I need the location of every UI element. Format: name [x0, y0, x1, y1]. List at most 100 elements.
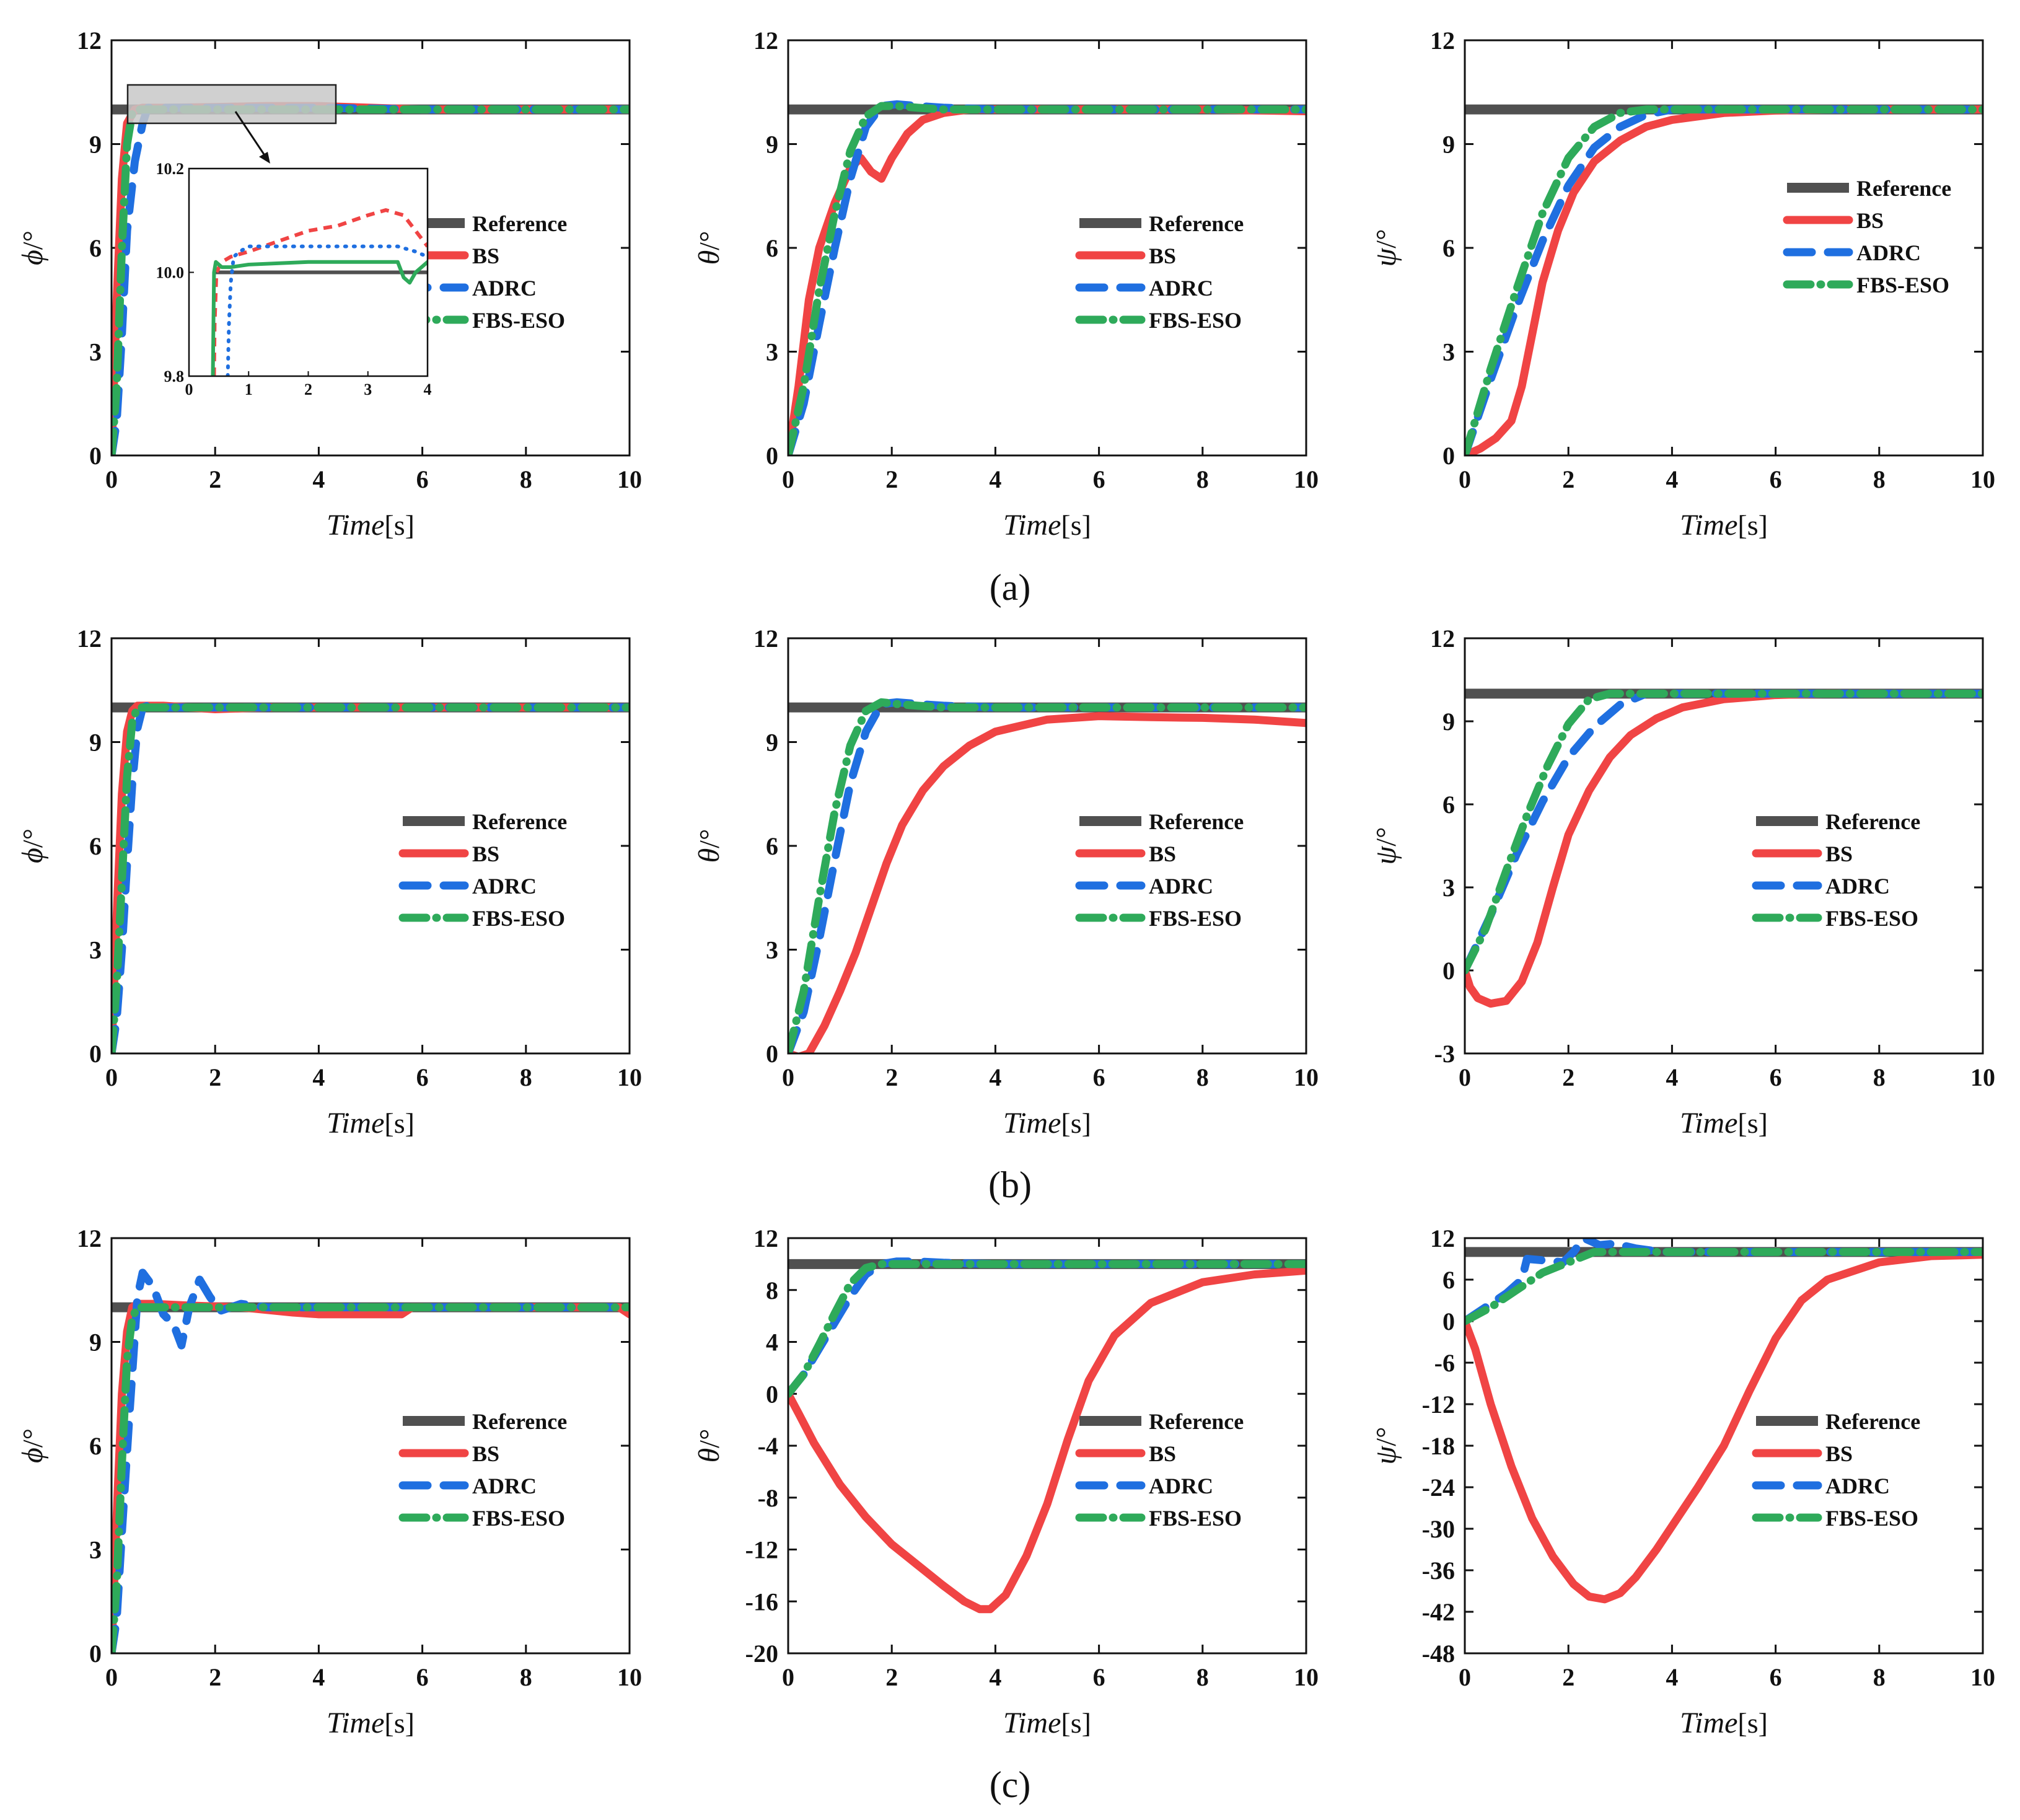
b-theta-y-tick-label-6: 6: [766, 832, 778, 860]
b-psi-legend-label-adrc: ADRC: [1825, 874, 1890, 899]
a-theta-legend-label-reference: Reference: [1149, 211, 1244, 236]
a-psi-x-tick-label-10: 10: [1970, 465, 1995, 493]
c-theta-y-axis-label: θ/°: [693, 1429, 726, 1463]
b-theta-y-axis-label: θ/°: [693, 829, 726, 863]
a-phi-y-tick-label-12: 12: [77, 27, 102, 55]
b-phi-x-tick-label-10: 10: [617, 1063, 642, 1091]
a-phi-legend-label-adrc: ADRC: [472, 276, 537, 301]
chart-a-psi: 0 2 4 6 8 10 0 3 6 9 12 Time[s] ψ/° Reference BS ADRC FB…: [1369, 27, 1995, 542]
c-psi-legend-label-bs: BS: [1825, 1441, 1853, 1466]
a-phi-inset-x-tick-label-3: 3: [364, 380, 372, 398]
a-psi-y-tick-label-6: 6: [1443, 234, 1455, 262]
a-psi-x-tick-label-0: 0: [1459, 465, 1471, 493]
a-psi-y-tick-label-9: 9: [1443, 131, 1455, 159]
c-theta-y-tick-label-8: 8: [766, 1277, 778, 1304]
c-psi-x-tick-label-4: 4: [1666, 1663, 1678, 1691]
panel-captions: (a) (b) (c): [988, 567, 1032, 1805]
c-theta-x-tick-label-4: 4: [989, 1663, 1001, 1691]
c-phi-ticks: 0 2 4 6 8 10 0 3 6 9 12: [77, 1224, 642, 1691]
c-phi-series: [112, 1268, 630, 1653]
a-psi-y-tick-label-0: 0: [1443, 442, 1455, 470]
a-theta-y-tick-label-0: 0: [766, 442, 778, 470]
b-psi-y-tick-label-6: 6: [1443, 791, 1455, 819]
a-phi-inset-x-tick-label-2: 2: [304, 380, 312, 398]
a-phi-y-tick-label-3: 3: [89, 338, 102, 366]
b-phi-legend-label-adrc: ADRC: [472, 874, 537, 899]
a-phi-zoom-box: [126, 84, 337, 125]
b-psi-line-bs: [1465, 689, 1983, 1008]
b-phi-y-axis-label: ϕ/°: [16, 829, 49, 863]
a-phi-x-axis-label: Time[s]: [327, 509, 415, 542]
a-psi-y-axis-label: ψ/°: [1369, 229, 1402, 267]
b-theta-legend-label-adrc: ADRC: [1149, 874, 1213, 899]
a-phi-x-tick-label-10: 10: [617, 465, 642, 493]
b-phi-line-fbs-eso: [112, 703, 630, 1053]
c-phi-x-tick-label-10: 10: [617, 1663, 642, 1691]
c-psi-legend-label-reference: Reference: [1825, 1409, 1920, 1434]
c-phi-x-tick-label-8: 8: [520, 1663, 532, 1691]
a-phi-inset-y-tick-label-9-8: 9.8: [164, 367, 185, 385]
a-phi-y-axis-label: ϕ/°: [16, 231, 49, 265]
a-theta-y-axis-label: θ/°: [693, 231, 726, 265]
a-theta-x-tick-label-10: 10: [1294, 465, 1319, 493]
b-psi-x-tick-label-8: 8: [1873, 1063, 1886, 1091]
c-phi-y-tick-label-12: 12: [77, 1224, 102, 1252]
a-theta-x-tick-label-0: 0: [782, 465, 794, 493]
chart-c-phi: 0 2 4 6 8 10 0 3 6 9 12 Time[s] ϕ/° Reference BS ADRC FB…: [16, 1224, 642, 1739]
c-psi-x-tick-label-8: 8: [1873, 1663, 1886, 1691]
b-theta-legend-label-bs: BS: [1149, 842, 1176, 866]
c-phi-x-tick-label-4: 4: [312, 1663, 325, 1691]
b-phi-x-tick-label-6: 6: [416, 1063, 429, 1091]
a-phi-y-tick-label-9: 9: [89, 131, 102, 159]
chart-b-theta: 0 2 4 6 8 10 0 3 6 9 12 Time[s] θ/° Reference BS ADRC FB…: [693, 625, 1319, 1140]
b-phi-x-tick-label-2: 2: [209, 1063, 221, 1091]
c-theta-x-tick-label-6: 6: [1093, 1663, 1105, 1691]
plots-layer: 0 2 4 6 8 10036912Time[s]ϕ/°ReferenceBSADRCFB…: [16, 27, 1995, 1739]
a-phi-inset-y-tick-label-10: 10.0: [156, 264, 185, 282]
b-theta-x-tick-label-0: 0: [782, 1063, 794, 1091]
c-theta-y-tick-label--20: -20: [745, 1640, 778, 1668]
c-psi-y-tick-label--36: -36: [1422, 1557, 1455, 1585]
b-phi-x-axis-label: Time[s]: [327, 1107, 415, 1140]
a-phi-inset-x-tick-label-0: 0: [185, 380, 193, 398]
b-psi-series: [1465, 688, 1983, 1008]
a-theta-y-tick-label-3: 3: [766, 338, 778, 366]
c-psi-y-tick-label--24: -24: [1422, 1474, 1455, 1501]
panel-caption-c: (c): [990, 1764, 1031, 1805]
c-psi-line-fbs-eso: [1465, 1247, 1983, 1325]
a-phi-inset-series: [211, 208, 428, 376]
b-theta-legend-label-reference: Reference: [1149, 809, 1244, 834]
b-psi-x-axis-label: Time[s]: [1680, 1107, 1768, 1140]
b-phi-series: [112, 701, 630, 1053]
b-psi-x-tick-label-10: 10: [1970, 1063, 1995, 1091]
c-phi-line-adrc: [112, 1268, 630, 1653]
chart-b-phi: 0 2 4 6 8 10 0 3 6 9 12 Time[s] ϕ/° Reference BS ADRC FB…: [16, 625, 642, 1140]
a-psi-legend-label-adrc: ADRC: [1856, 240, 1921, 265]
a-theta-plot-frame: [787, 39, 1307, 457]
b-psi-plot-frame: [1464, 637, 1984, 1055]
c-psi-plot-frame: [1464, 1237, 1984, 1655]
a-psi-x-tick-label-4: 4: [1666, 465, 1678, 493]
c-psi-y-tick-label--6: -6: [1434, 1349, 1455, 1377]
c-phi-y-tick-label-9: 9: [89, 1329, 102, 1356]
a-theta-y-tick-label-9: 9: [766, 131, 778, 159]
a-theta-x-axis-label: Time[s]: [1003, 509, 1091, 542]
c-phi-x-tick-label-0: 0: [105, 1663, 118, 1691]
a-theta-legend: Reference BS ADRC FBS-ESO: [1075, 211, 1244, 333]
a-psi-x-tick-label-8: 8: [1873, 465, 1886, 493]
a-phi-zoom-arrow-line: [234, 111, 268, 159]
c-psi-y-tick-label-12: 12: [1430, 1224, 1455, 1252]
b-phi-y-tick-label-9: 9: [89, 729, 102, 757]
a-phi-y-tick-label-0: 0: [89, 442, 102, 470]
c-psi-ticks: 0 2 4 6 8 10 -48 -42 -36 -30 -24 -18 -12 -6 0 6 12: [1422, 1224, 1995, 1691]
a-phi-inset-x-tick-label-1: 1: [245, 380, 253, 398]
c-psi-x-tick-label-2: 2: [1562, 1663, 1574, 1691]
a-theta-y-tick-label-6: 6: [766, 234, 778, 262]
chart-b-psi: 0 2 4 6 8 10-3036912Time[s]ψ/°ReferenceBSADRC…: [1369, 625, 1995, 1140]
c-phi-legend-label-fbs-eso: FBS-ESO: [472, 1506, 565, 1531]
chart-a-phi: 0 2 4 6 8 10036912Time[s]ϕ/°ReferenceBSADRCFB…: [16, 27, 642, 542]
c-phi-legend: Reference BS ADRC FBS-ESO: [398, 1409, 567, 1531]
chart-a-theta: 0 2 4 6 8 10 0 3 6 9 12 Time[s] θ/° Reference BS ADRC FB…: [693, 27, 1319, 542]
b-theta-y-tick-label-12: 12: [753, 625, 778, 653]
c-theta-x-tick-label-0: 0: [782, 1663, 794, 1691]
